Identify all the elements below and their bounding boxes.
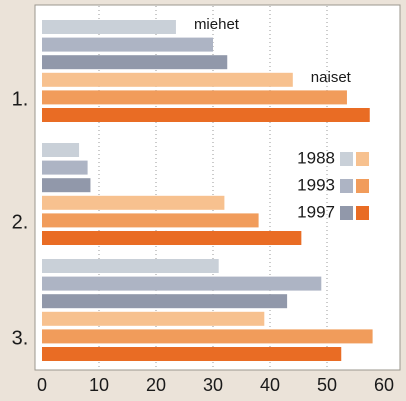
bar [42, 108, 370, 122]
x-tick-label: 20 [146, 375, 166, 395]
series-label: miehet [194, 16, 240, 33]
bar [42, 37, 213, 52]
x-tick-label: 60 [374, 375, 394, 395]
category-label: 2. [12, 211, 29, 233]
category-label: 3. [12, 327, 29, 349]
bar [42, 195, 225, 210]
x-tick-label: 30 [203, 375, 223, 395]
bar [42, 329, 373, 344]
bar [42, 160, 88, 175]
bar [42, 294, 288, 309]
x-tick-label: 50 [317, 375, 337, 395]
bar [42, 276, 322, 291]
x-tick-label: 10 [89, 375, 109, 395]
category-label: 1. [12, 88, 29, 110]
legend-swatch [356, 179, 369, 193]
series-label: naiset [311, 69, 352, 86]
bar [42, 90, 347, 105]
legend-swatch [340, 206, 353, 220]
bar [42, 72, 293, 87]
x-tick-label: 0 [37, 375, 47, 395]
legend-swatch [340, 152, 353, 166]
bar [42, 20, 176, 34]
bar [42, 311, 265, 326]
bar [42, 178, 91, 193]
legend-label: 1993 [297, 175, 335, 194]
legend-swatch [356, 206, 369, 220]
bar [42, 55, 228, 70]
legend-label: 1988 [297, 148, 335, 167]
bar [42, 213, 259, 228]
legend-label: 1997 [297, 202, 335, 221]
legend-swatch [340, 179, 353, 193]
bar [42, 259, 219, 273]
bar [42, 143, 80, 157]
bar [42, 231, 302, 245]
bar [42, 347, 342, 361]
legend-swatch [356, 152, 369, 166]
x-tick-label: 40 [260, 375, 280, 395]
